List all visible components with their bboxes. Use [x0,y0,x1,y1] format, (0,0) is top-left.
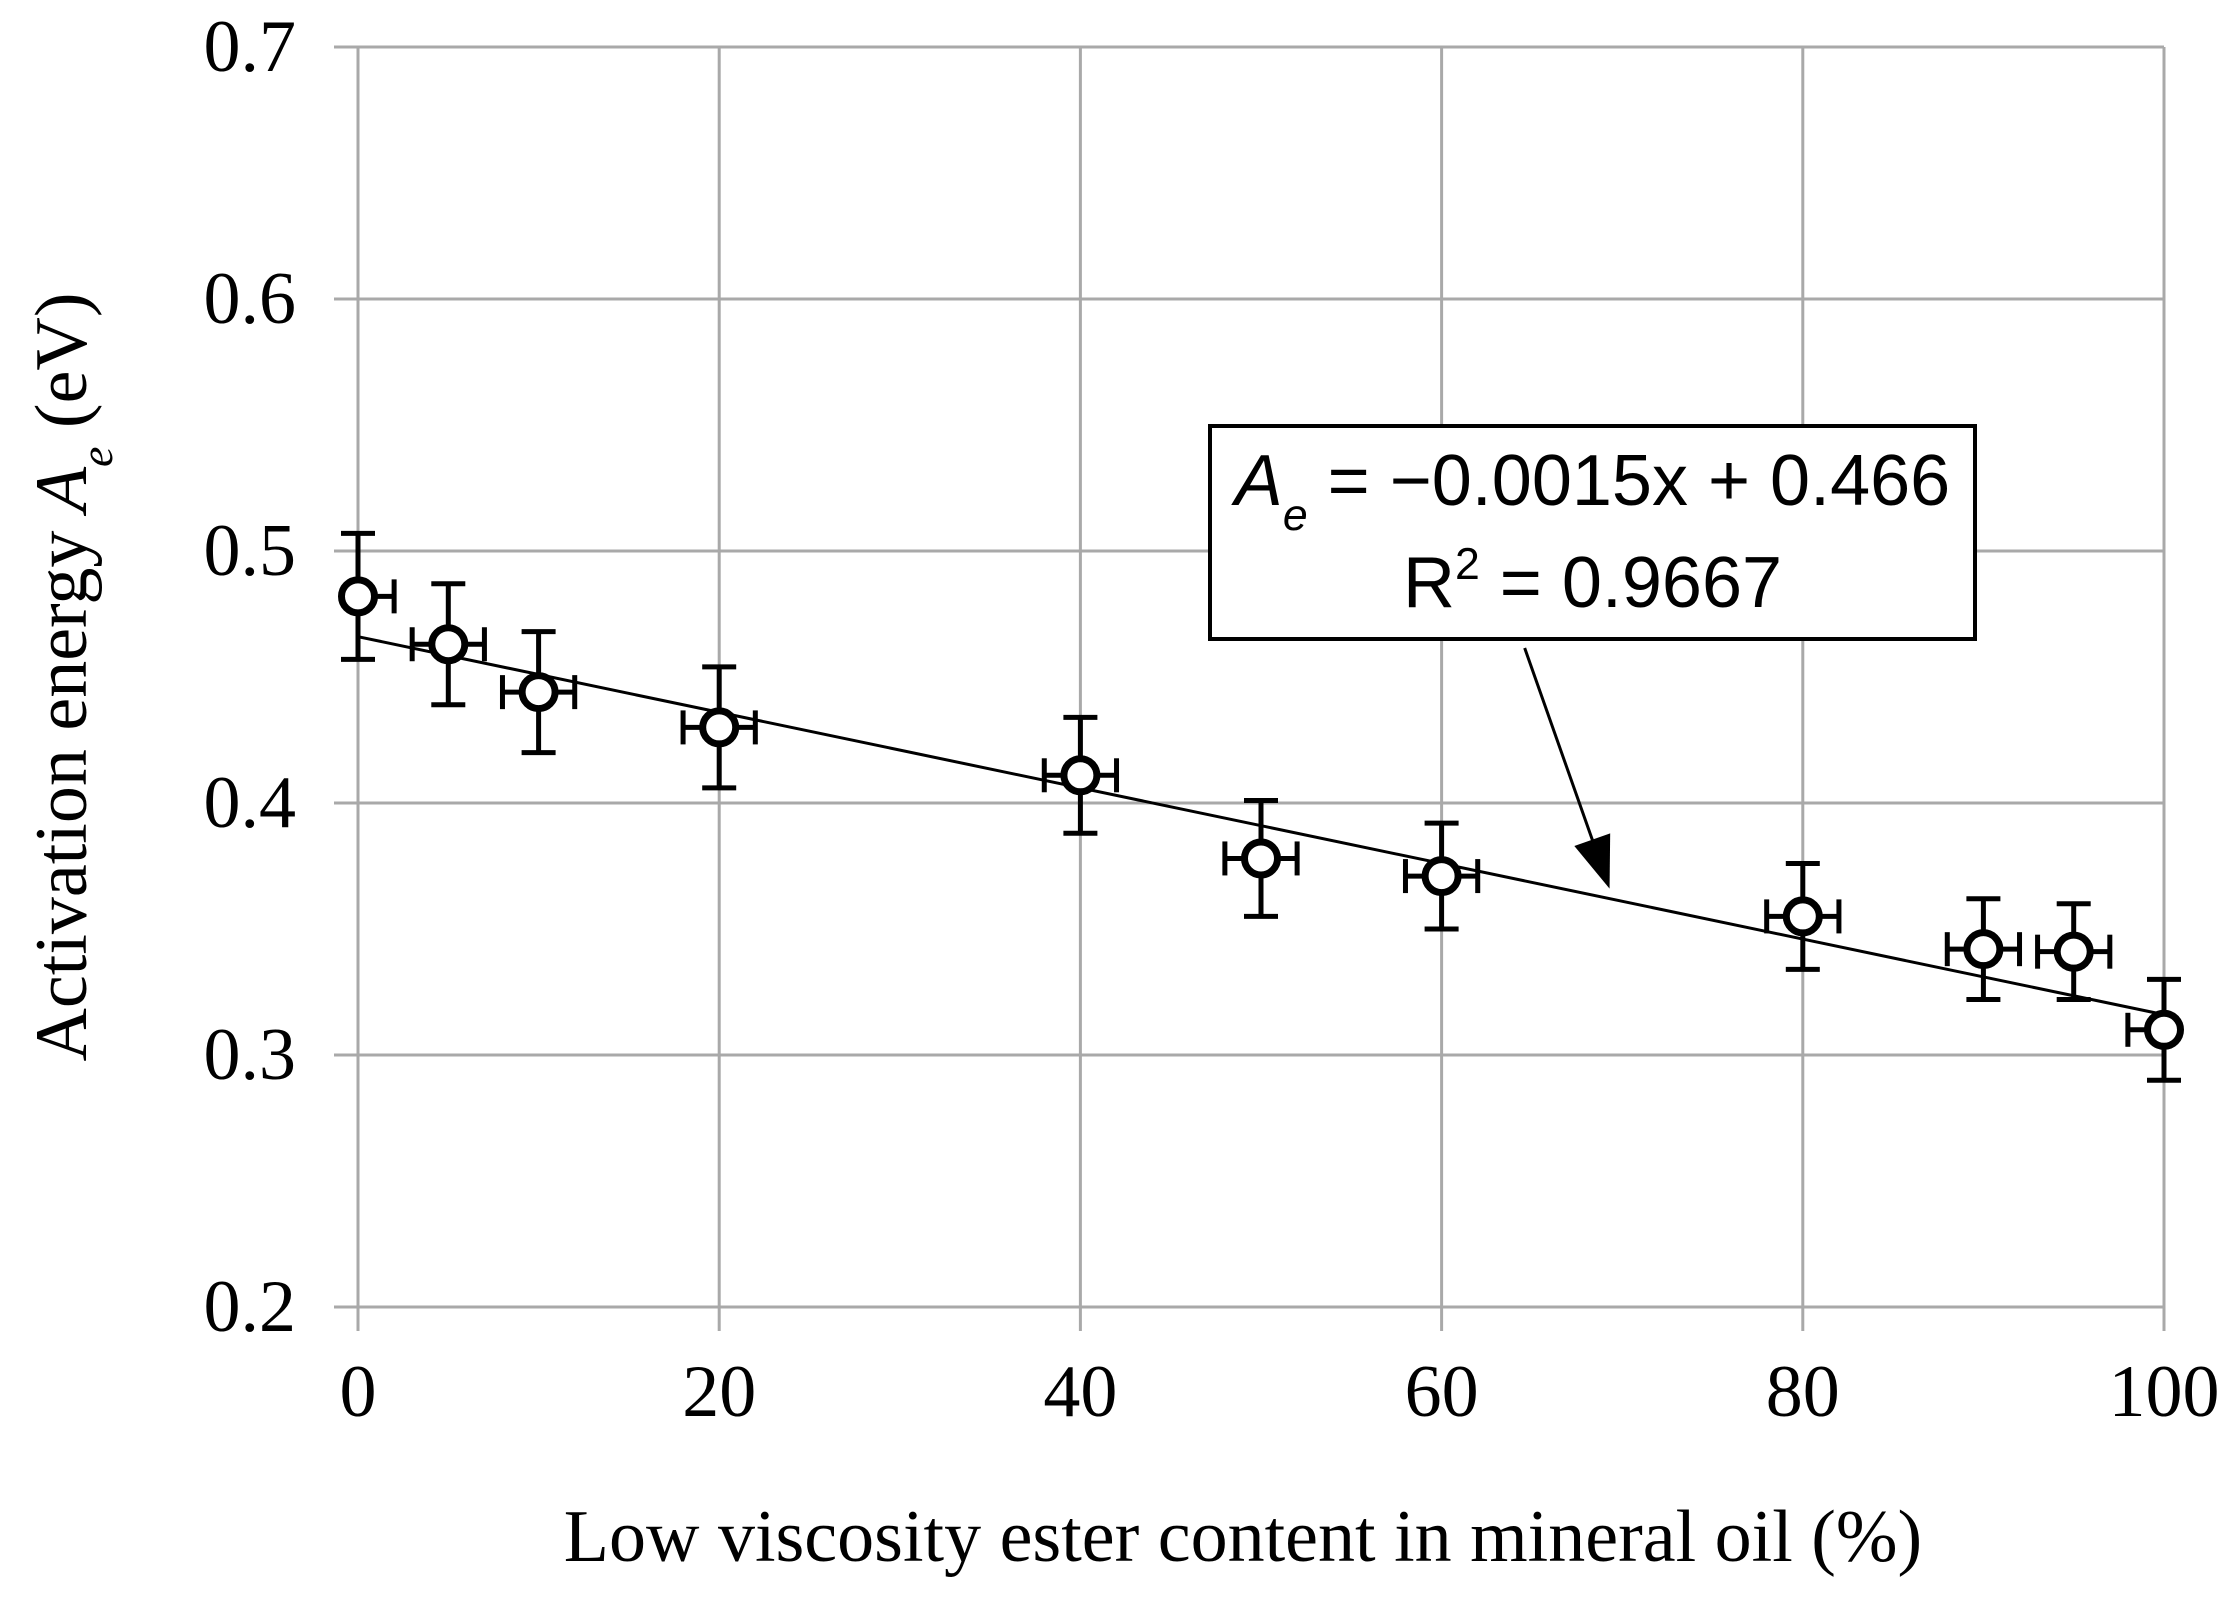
y-axis-title-subscript: e [70,446,122,467]
x-tick-label: 20 [682,1351,757,1433]
r-squared-label: R2 = 0.9667 [1212,532,1973,634]
data-point-marker [338,576,378,617]
data-point-marker [428,624,469,665]
y-tick-label: 0.3 [203,1014,297,1096]
x-tick-label: 80 [1765,1351,1840,1433]
r-squared-exponent: 2 [1454,540,1480,590]
x-tick-label: 60 [1404,1351,1479,1433]
y-axis-title-units: (eV) [21,292,103,447]
x-tick-label: 100 [2108,1351,2220,1433]
data-point-marker [1241,838,1281,879]
y-tick-label: 0.5 [203,510,297,592]
trendline-equation: Ae = −0.0015x + 0.466 [1212,430,1973,538]
data-point-marker [2053,931,2094,972]
data-point-marker [699,707,740,748]
data-point-marker [1060,755,1101,796]
y-tick-label: 0.4 [203,762,297,844]
arrow-head [1574,833,1611,889]
data-point-marker [1421,856,1462,897]
x-axis-title: Low viscosity ester content in mineral o… [563,1496,1923,1578]
y-tick-label: 0.2 [203,1266,297,1348]
y-axis-title-text: Activation energy [21,512,103,1062]
y-tick-label: 0.6 [203,258,297,340]
equation-text: = −0.0015x + 0.466 [1307,441,1951,521]
arrow-line [1523,647,1597,848]
r-squared-value: = 0.9667 [1479,543,1783,623]
data-point-marker [2144,1009,2184,1050]
x-tick-label: 0 [339,1351,377,1433]
data-point-marker [1782,896,1823,937]
y-axis-title-variable: A [21,466,103,513]
data-point-marker [518,672,559,713]
trendline-equation-box: Ae = −0.0015x + 0.466 R2 = 0.9667 [1208,424,1977,641]
r-squared-base: R [1402,543,1455,623]
equation-subscript: e [1282,491,1308,541]
y-tick-label: 0.7 [203,6,297,88]
equation-variable: A [1234,441,1283,521]
x-tick-label: 40 [1043,1351,1118,1433]
data-point-marker [1963,929,2004,970]
y-axis-title: Activation energy Ae (eV) [17,292,122,1062]
